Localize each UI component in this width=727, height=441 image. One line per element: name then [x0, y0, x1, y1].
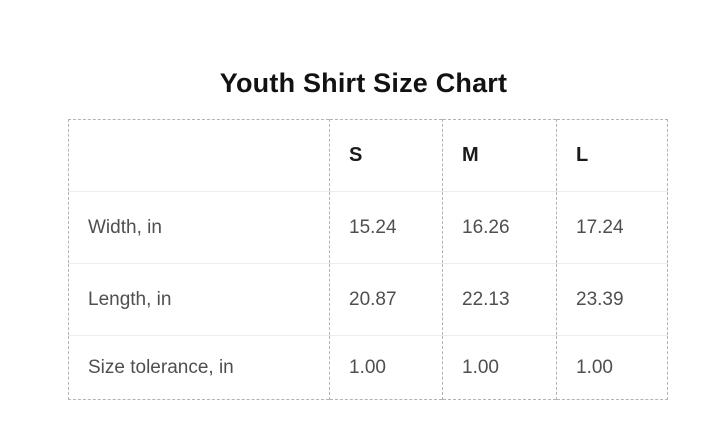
table-cell: 20.87 — [329, 263, 443, 336]
row-label: Width, in — [68, 191, 330, 264]
table-cell: 16.26 — [442, 191, 557, 264]
column-header-blank — [69, 120, 330, 192]
table-cell: 1.00 — [442, 335, 557, 400]
row-label: Length, in — [68, 263, 330, 336]
size-chart-table: S M L Width, in 15.24 16.26 17.24 Length… — [68, 119, 668, 400]
table-cell: 17.24 — [556, 191, 668, 264]
column-header-m: M — [442, 119, 557, 192]
table-cell: 1.00 — [329, 335, 443, 400]
column-header-s: S — [329, 119, 443, 192]
table-header-row: S M L — [69, 119, 668, 192]
table-cell: 1.00 — [556, 335, 668, 400]
table-cell: 15.24 — [329, 191, 443, 264]
page-title: Youth Shirt Size Chart — [219, 68, 508, 99]
table-row-width: Width, in 15.24 16.26 17.24 — [68, 191, 668, 264]
table-row-length: Length, in 20.87 22.13 23.39 — [68, 263, 668, 336]
column-header-l: L — [556, 119, 668, 192]
row-label: Size tolerance, in — [68, 335, 330, 400]
table-cell: 23.39 — [556, 263, 668, 336]
table-row-size-tolerance: Size tolerance, in 1.00 1.00 1.00 — [68, 335, 668, 400]
table-cell: 22.13 — [442, 263, 557, 336]
